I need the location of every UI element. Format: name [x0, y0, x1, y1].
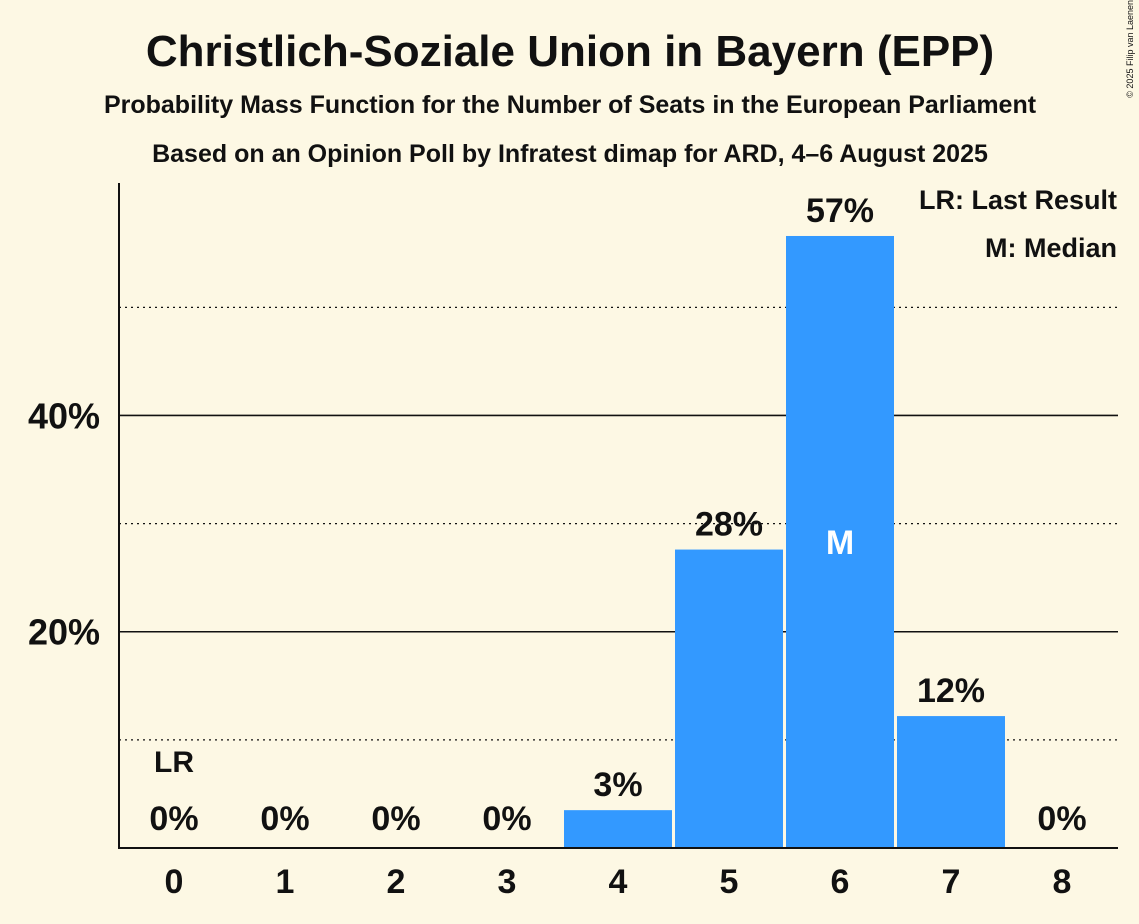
value-label: 0% — [260, 800, 309, 838]
value-label: 0% — [149, 800, 198, 838]
x-tick-label: 7 — [942, 863, 961, 901]
y-tick-label: 40% — [28, 395, 100, 436]
median-marker: M — [826, 524, 854, 562]
x-tick-label: 6 — [831, 863, 850, 901]
x-tick-label: 3 — [498, 863, 517, 901]
legend-last-result: LR: Last Result — [919, 185, 1117, 215]
chart-title: Christlich-Soziale Union in Bayern (EPP) — [146, 27, 994, 76]
value-label: 57% — [806, 192, 874, 230]
x-tick-label: 0 — [165, 863, 184, 901]
legend-median: M: Median — [985, 233, 1117, 263]
last-result-marker: LR — [154, 746, 194, 779]
axes — [118, 183, 1118, 849]
bar-seats-6 — [786, 235, 894, 848]
chart-subtitle-source: Based on an Opinion Poll by Infratest di… — [152, 140, 988, 168]
x-tick-label: 8 — [1053, 863, 1072, 901]
value-label: 28% — [695, 506, 763, 544]
value-label: 12% — [917, 672, 985, 710]
gridlines — [119, 306, 1118, 741]
bar-seats-4 — [564, 810, 672, 848]
x-tick-label: 2 — [387, 863, 406, 901]
y-tick-label: 20% — [28, 612, 100, 653]
value-label: 0% — [371, 800, 420, 838]
bar-seats-5 — [675, 549, 783, 848]
labels: 20% 40% 0 1 2 3 4 5 6 7 8 0% 0% 0% 0% 3% 28% 57% 12% 0% LR M — [28, 192, 1087, 901]
bar-seats-7 — [897, 716, 1005, 848]
value-label: 0% — [1037, 800, 1086, 838]
x-tick-label: 5 — [720, 863, 739, 901]
value-label: 0% — [482, 800, 531, 838]
copyright-text: © 2025 Filip van Laenen — [1125, 0, 1135, 98]
bars — [564, 235, 1005, 848]
value-label: 3% — [593, 766, 642, 804]
x-tick-label: 4 — [609, 863, 628, 901]
chart-subtitle: Probability Mass Function for the Number… — [104, 91, 1037, 119]
x-tick-label: 1 — [276, 863, 295, 901]
